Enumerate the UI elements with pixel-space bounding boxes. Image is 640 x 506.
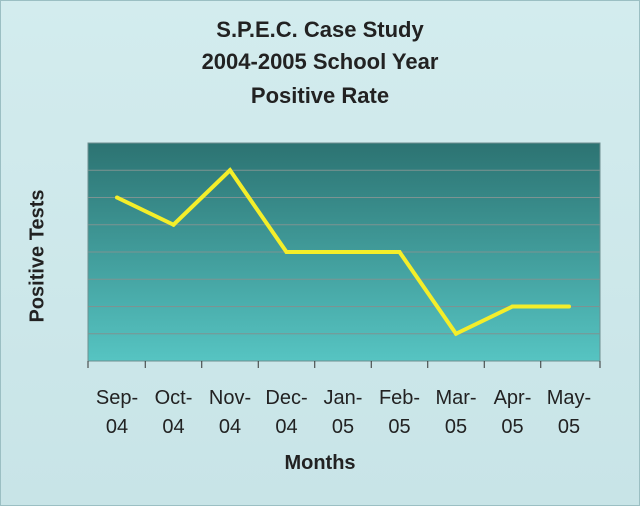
x-tick-label: Feb-05 [379,387,420,438]
data-point [115,195,119,200]
data-point [567,304,571,309]
data-point [228,168,232,173]
axes [87,361,601,368]
x-tick-label: Oct-04 [155,387,193,438]
series-line-group [115,167,571,337]
x-tick-label: May-05 [547,387,591,438]
data-point [284,250,289,254]
data-point [454,331,458,336]
x-tick-label: Sep-04 [96,387,138,438]
x-tick-label: Nov-04 [209,387,251,438]
data-point [397,250,402,254]
data-point [341,250,345,254]
chart-title-line-2: 2004-2005 School Year [201,49,439,74]
x-tick-label: Apr-05 [494,387,532,438]
data-point [510,304,515,309]
chart-title-line-3: Positive Rate [250,83,390,108]
x-tick-label: Jan-05 [324,387,363,438]
x-tick-labels: Sep-04 Oct-04 Nov-04 Dec-04 Jan-05 Feb-05 Mar-… [96,387,591,438]
x-axis-label: Months [284,452,356,474]
chart-title-line-1: S.P.E.C. Case Study [216,17,424,42]
y-axis-label: Positive Tests [26,189,49,323]
x-tick-label: Mar-05 [435,387,476,438]
x-tick-label: Dec-04 [265,387,307,438]
data-point [171,222,176,227]
